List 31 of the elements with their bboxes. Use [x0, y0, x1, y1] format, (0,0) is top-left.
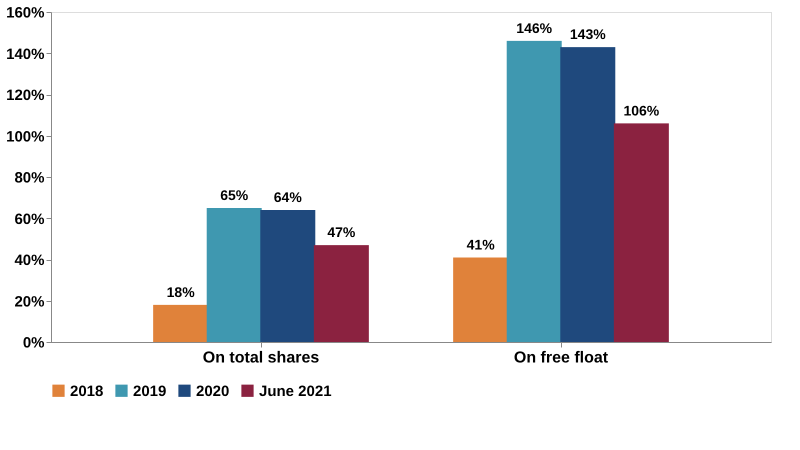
data-label: 47% — [327, 224, 356, 240]
y-tick-label: 160% — [6, 4, 44, 22]
y-tick-label: 60% — [14, 210, 44, 228]
bar — [153, 304, 208, 342]
y-tick-label: 100% — [6, 128, 44, 146]
bar — [314, 245, 369, 342]
data-label: 146% — [516, 20, 553, 36]
data-label: 64% — [274, 189, 302, 205]
legend-label: 2019 — [133, 382, 166, 400]
bar — [506, 40, 562, 342]
x-tick-label: On free float — [514, 350, 609, 366]
bar — [260, 210, 316, 342]
data-label: 65% — [220, 186, 249, 203]
y-tick-label: 40% — [14, 252, 44, 269]
y-tick-label: 0% — [22, 334, 44, 352]
legend-label: June 2021 — [259, 382, 332, 400]
legend-label: 2018 — [70, 382, 104, 400]
legend-label: 2020 — [196, 382, 230, 400]
data-label: 41% — [466, 236, 496, 252]
bar — [453, 257, 508, 342]
data-label: 18% — [166, 284, 196, 300]
bar — [206, 208, 262, 342]
data-label: 106% — [623, 102, 660, 118]
bar — [560, 47, 616, 342]
data-label: 143% — [570, 26, 606, 42]
y-tick-label: 20% — [14, 293, 44, 310]
bar — [614, 123, 669, 342]
y-tick-label: 120% — [6, 87, 44, 104]
y-tick-label: 80% — [14, 170, 44, 186]
y-tick-label: 140% — [6, 46, 44, 63]
x-tick-label: On total shares — [202, 350, 320, 366]
